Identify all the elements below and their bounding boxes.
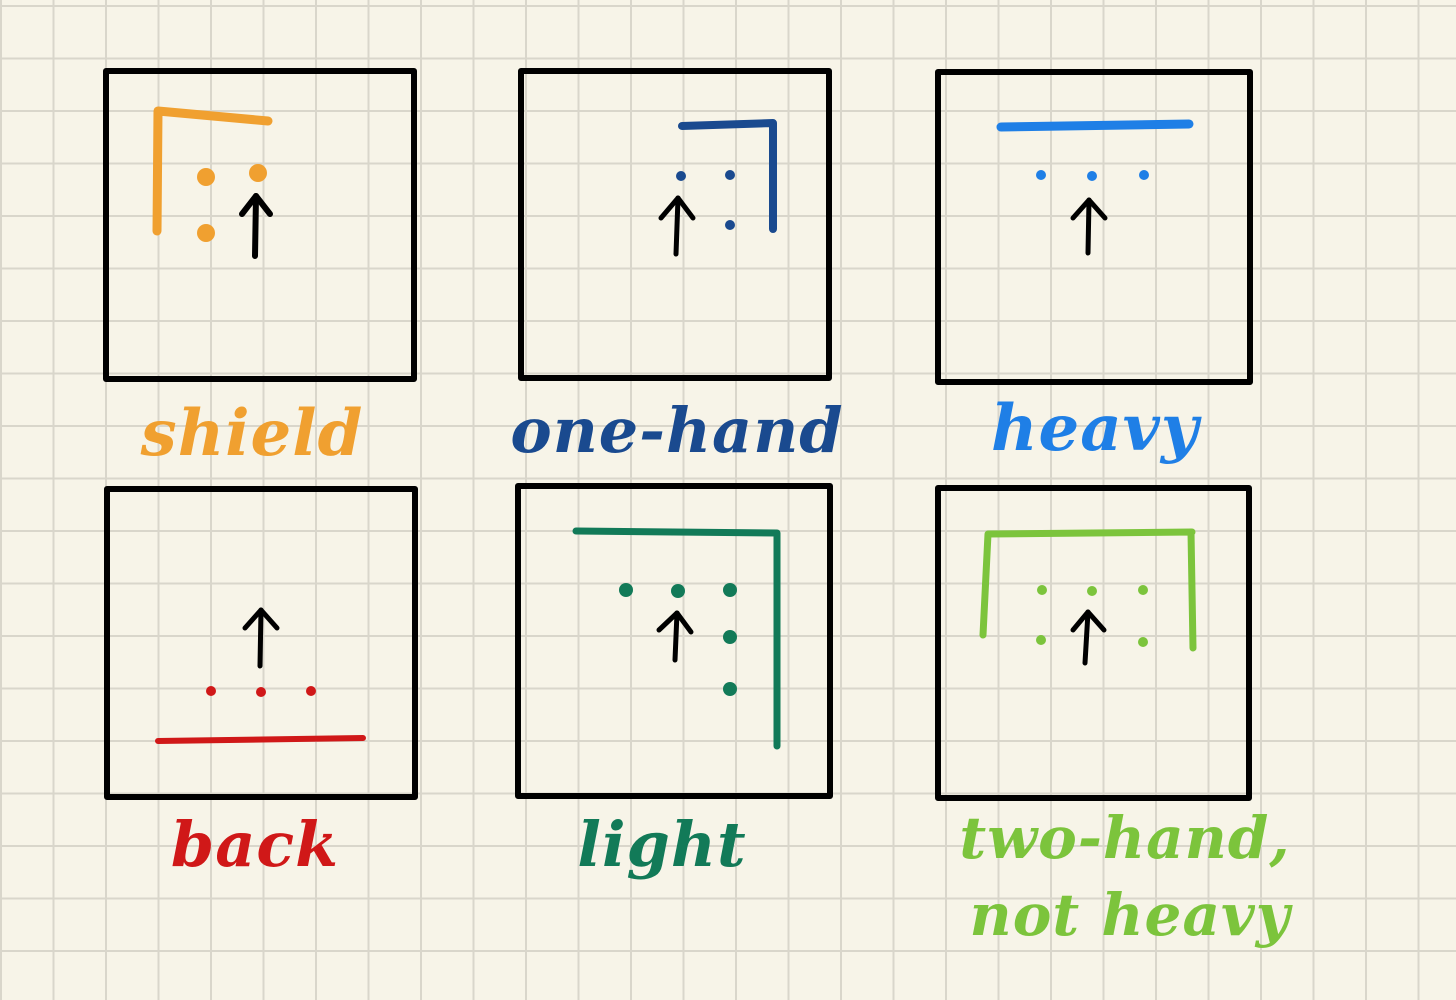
up-arrow-icon [656,610,694,663]
up-arrow-icon [239,193,273,259]
two-hand-dots [1036,585,1148,647]
panel-frame [518,68,832,381]
panel-two-hand-not-heavy: two-hand, not heavy [935,485,1294,949]
heavy-dots [1036,170,1149,181]
panel-back: back [104,486,418,881]
light-bracket [572,527,781,750]
panel-label: heavy [991,391,1202,466]
light-dots [619,583,737,696]
back-dots [206,686,316,697]
up-arrow-icon [1070,609,1107,666]
panel-frame [104,486,418,800]
up-arrow-icon [242,607,280,669]
panel-label: shield [140,396,364,471]
up-arrow-icon [658,195,696,257]
panel-one-hand: one-hand [510,68,843,467]
panel-shield: shield [103,68,417,471]
one-hand-dots [676,170,735,230]
panel-frame [935,485,1252,801]
panel-label: back [171,808,339,881]
panel-frame [935,69,1253,385]
panel-label-line-2: not heavy [970,881,1294,949]
panel-light: light [515,483,833,881]
panel-frame [515,483,833,799]
heavy-bar [996,119,1194,132]
two-hand-bracket [979,528,1197,652]
panel-heavy: heavy [935,69,1253,466]
back-bar [155,735,366,744]
panel-frame [103,68,417,382]
shield-bracket [152,106,273,236]
one-hand-bracket [678,119,777,233]
panel-label: one-hand [510,394,843,467]
panel-label: light [577,808,746,881]
shield-dots [197,164,267,242]
panel-label-line-1: two-hand, [959,804,1290,872]
up-arrow-icon [1070,197,1108,256]
